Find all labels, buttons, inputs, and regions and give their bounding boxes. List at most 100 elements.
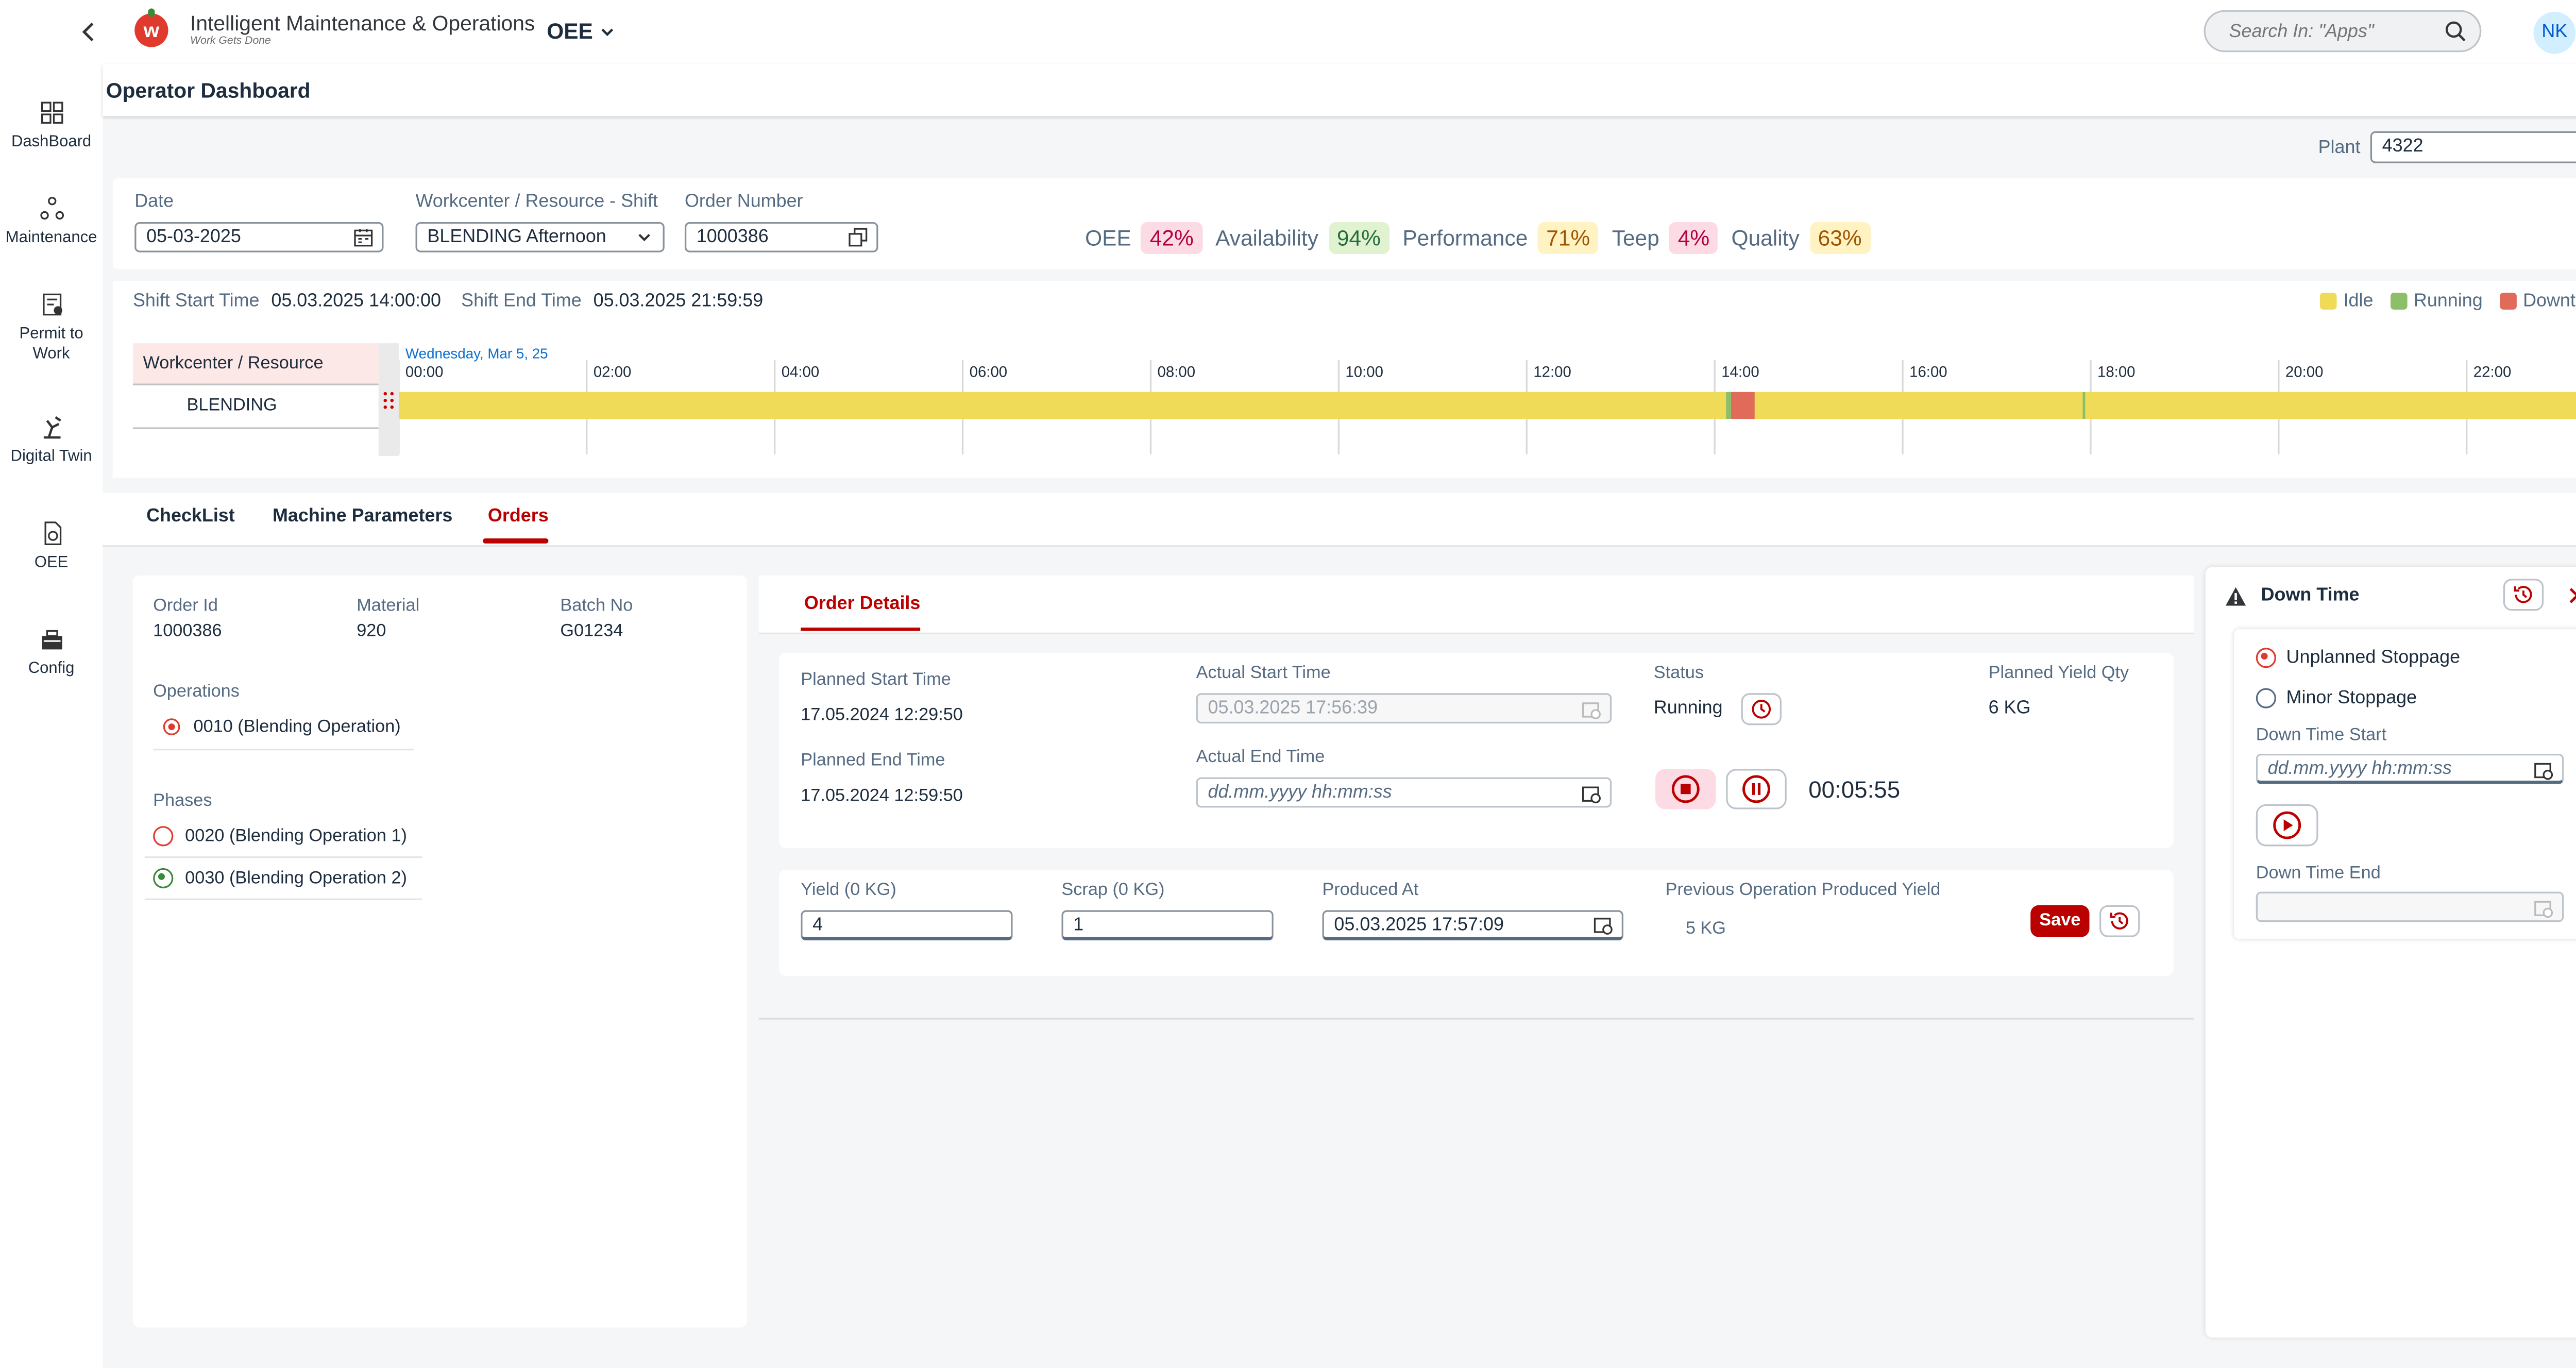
kpi-label-oee: OEE <box>1085 225 1131 251</box>
chevron-down-icon <box>638 234 650 242</box>
tab-machine-parameters[interactable]: Machine Parameters <box>272 506 453 527</box>
material-label: Material <box>357 595 420 616</box>
side-navigation: DashBoard Maintenance Permit to Work Dig… <box>0 64 103 1368</box>
yield-history-button[interactable] <box>2099 905 2140 937</box>
idle-segment[interactable] <box>398 392 2576 419</box>
produced-at-field[interactable]: 05.03.2025 17:57:09 <box>1322 910 1624 941</box>
history-icon <box>2514 586 2532 603</box>
unplanned-stoppage-option[interactable]: Unplanned Stoppage <box>2256 648 2460 668</box>
minor-stoppage-radio[interactable] <box>2256 688 2276 708</box>
datetime-icon[interactable] <box>1581 784 1601 804</box>
sidebar-item-permit-to-work[interactable]: Permit to Work <box>0 291 103 365</box>
divider <box>144 856 422 858</box>
status-history-button[interactable] <box>1741 693 1782 725</box>
running-segment[interactable] <box>2082 392 2086 419</box>
kpi-badge-performance: 71% <box>1537 222 1599 255</box>
back-button[interactable] <box>74 17 105 47</box>
chevron-down-icon <box>602 27 614 36</box>
sidebar-item-label: Digital Twin <box>10 447 92 466</box>
sidebar-item-config[interactable]: Config <box>0 626 103 678</box>
sidebar-item-label: Config <box>28 659 75 678</box>
date-label: Date <box>134 192 174 212</box>
planned-yield-label: Planned Yield Qty <box>1988 663 2129 683</box>
value-help-icon[interactable] <box>848 227 868 247</box>
kpi-label-quality: Quality <box>1731 225 1800 251</box>
permit-icon <box>42 293 62 316</box>
minor-stoppage-option[interactable]: Minor Stoppage <box>2256 688 2417 708</box>
operation-radio[interactable] <box>163 718 180 735</box>
sidebar-item-label: Maintenance <box>5 229 97 247</box>
warning-icon <box>2225 587 2246 606</box>
sidebar-item-dashboard[interactable]: DashBoard <box>0 99 103 151</box>
actual-end-field[interactable]: dd.mm.yyyy hh:mm:ss <box>1196 777 1612 808</box>
status-change-icon <box>1752 700 1771 719</box>
yield-input[interactable]: 4 <box>801 910 1013 941</box>
tab-checklist[interactable]: CheckList <box>146 506 235 527</box>
date-picker[interactable]: 05-03-2025 <box>134 222 384 252</box>
plant-select[interactable]: 4322 <box>2370 131 2576 163</box>
resource-row[interactable]: BLENDING <box>132 385 379 429</box>
kpi-label-performance: Performance <box>1402 225 1528 251</box>
splitter-handle[interactable] <box>378 343 399 456</box>
scrap-input[interactable]: 1 <box>1061 910 1274 941</box>
datetime-icon[interactable] <box>1593 915 1613 935</box>
sidebar-item-oee[interactable]: OEE <box>0 520 103 572</box>
planned-yield-value: 6 KG <box>1988 698 2031 719</box>
calendar-icon[interactable] <box>353 227 374 247</box>
search-field[interactable] <box>2204 10 2482 53</box>
legend-label-idle: Idle <box>2343 291 2374 312</box>
sidebar-item-digital-twin[interactable]: Digital Twin <box>0 414 103 466</box>
scrap-value: 1 <box>1073 915 1084 936</box>
downtime-start-field[interactable]: dd.mm.yyyy hh:mm:ss <box>2256 753 2564 784</box>
produced-at-value: 05.03.2025 17:57:09 <box>1334 915 1504 936</box>
downtime-history-button[interactable] <box>2503 579 2544 611</box>
start-downtime-button[interactable] <box>2256 804 2318 847</box>
save-button[interactable]: Save <box>2030 905 2090 937</box>
order-number-input[interactable]: 1000386 <box>684 222 878 252</box>
workcenter-select[interactable]: BLENDING Afternoon <box>415 222 665 252</box>
phase-status-icon <box>153 826 174 847</box>
operation-item[interactable]: 0010 (Blending Operation) <box>163 717 401 737</box>
date-value: 05-03-2025 <box>146 227 241 247</box>
datetime-icon <box>1582 702 1601 719</box>
resource-column-header: Workcenter / Resource <box>132 343 379 385</box>
resource-row-label: BLENDING <box>187 395 277 416</box>
user-avatar[interactable]: NK <box>2533 11 2576 54</box>
actual-start-value: 05.03.2025 17:56:39 <box>1208 698 1378 719</box>
chevron-right-icon[interactable] <box>2564 585 2576 605</box>
status-value: Running <box>1653 698 1723 719</box>
shift-info: Shift Start Time 05.03.2025 14:00:00 Shi… <box>133 291 763 311</box>
kpi-badge-availability: 94% <box>1328 222 1389 255</box>
module-selector[interactable]: OEE <box>547 19 616 44</box>
hour-tick-label: 16:00 <box>1909 363 1947 380</box>
hour-tick-label: 12:00 <box>1533 363 1571 380</box>
sidebar-item-maintenance[interactable]: Maintenance <box>0 195 103 247</box>
phase-item[interactable]: 0030 (Blending Operation 2) <box>153 868 407 889</box>
actual-end-label: Actual End Time <box>1196 747 1325 767</box>
batch-label: Batch No <box>560 595 633 616</box>
hour-tick-label: 18:00 <box>2097 363 2136 380</box>
kpi-strip: OEE 42% Availability 94% Performance 71%… <box>1085 222 1884 255</box>
drag-handle-icon <box>383 392 394 409</box>
pause-button[interactable] <box>1726 769 1787 809</box>
phase-status-icon <box>153 868 174 889</box>
downtime-end-label: Down Time End <box>2256 863 2381 884</box>
downtime-segment[interactable] <box>1729 392 1755 419</box>
search-icon[interactable] <box>2444 20 2466 42</box>
running-segment[interactable] <box>1726 392 1731 419</box>
order-details-tabbar <box>758 575 2194 635</box>
status-label: Status <box>1653 663 1704 683</box>
kpi-badge-oee: 42% <box>1141 222 1202 255</box>
material-value: 920 <box>357 620 386 641</box>
stop-button[interactable] <box>1655 769 1716 809</box>
tab-order-details[interactable]: Order Details <box>804 594 921 614</box>
produced-at-label: Produced At <box>1322 880 1419 900</box>
order-id-value: 1000386 <box>153 620 222 641</box>
order-summary-card <box>132 575 747 1328</box>
workcenter-value: BLENDING Afternoon <box>427 227 606 247</box>
phase-item[interactable]: 0020 (Blending Operation 1) <box>153 826 407 847</box>
datetime-icon[interactable] <box>2534 761 2554 781</box>
unplanned-stoppage-radio[interactable] <box>2256 648 2276 668</box>
search-input[interactable] <box>2225 20 2443 44</box>
tab-orders[interactable]: Orders <box>487 506 549 527</box>
